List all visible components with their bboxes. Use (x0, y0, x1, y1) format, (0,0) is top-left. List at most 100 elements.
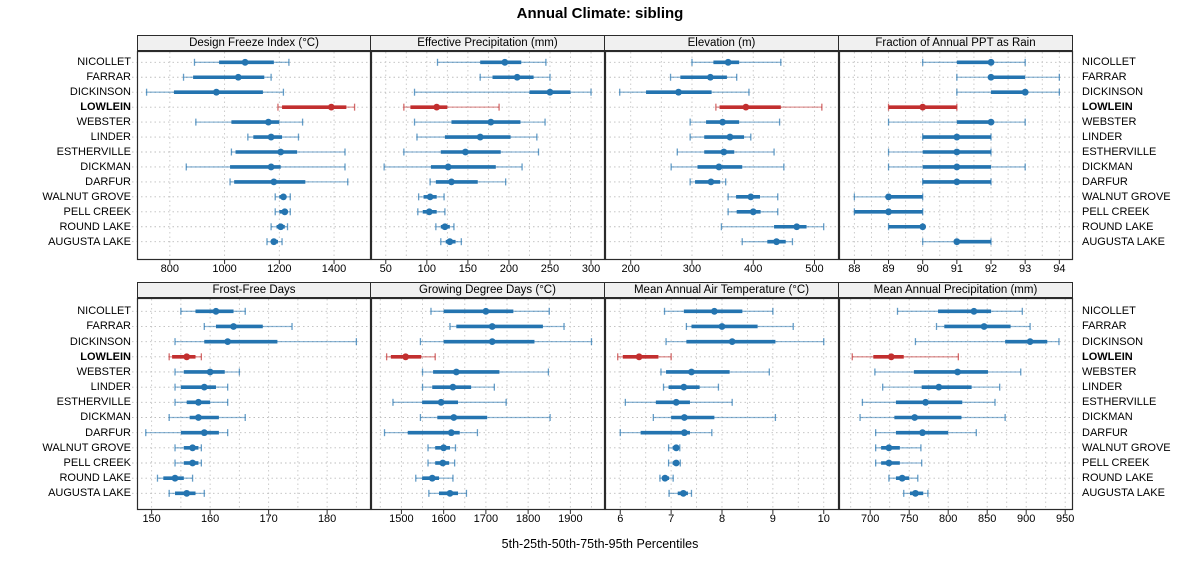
site-series-pell-creek (875, 459, 923, 467)
median-dot (270, 238, 278, 246)
site-series-nicollet (180, 307, 246, 315)
site-label-walnut-grove-left: WALNUT GROVE (42, 190, 131, 203)
axis-tick-label: 50 (379, 263, 392, 275)
median-dot (773, 238, 780, 246)
site-series-dickman (168, 413, 246, 421)
panel-title: Elevation (m) (687, 37, 756, 49)
median-dot (953, 163, 961, 171)
site-label-lowlein-right: LOWLEIN (1082, 350, 1133, 363)
site-series-lowlein (403, 103, 500, 111)
site-label-lowlein-left: LOWLEIN (80, 101, 131, 114)
median-dot (953, 148, 961, 156)
site-series-augusta-lake (668, 489, 693, 497)
median-dot (718, 323, 726, 330)
axis-tick-label: 100 (417, 263, 436, 275)
panel-frost-free-days (132, 297, 372, 514)
site-series-linder (174, 383, 229, 391)
median-dot (749, 208, 757, 216)
site-label-dickman-right: DICKMAN (1082, 160, 1133, 173)
median-dot (447, 429, 455, 437)
site-label-nicollet-left: NICOLLET (77, 305, 131, 318)
panel-growing-degree-days (370, 297, 606, 514)
median-dot (720, 148, 728, 156)
site-series-farrar (956, 73, 1060, 81)
panel-effective-precipitation (370, 50, 606, 264)
site-label-augusta-lake-right: AUGUSTA LAKE (1082, 487, 1165, 500)
site-label-round-lake-right: ROUND LAKE (1082, 472, 1154, 485)
panel-title: Design Freeze Index (°C) (189, 37, 319, 49)
site-series-dickman (670, 163, 785, 171)
axis-tick-label: 1000 (212, 263, 237, 275)
median-dot (719, 118, 727, 126)
median-dot (446, 238, 454, 246)
site-label-estherville-right: ESTHERVILLE (1082, 396, 1157, 409)
panel-title: Effective Precipitation (mm) (417, 37, 558, 49)
median-dot (898, 474, 906, 482)
median-dot (267, 163, 275, 171)
axis-tick-label: 6 (617, 513, 624, 525)
axis-tick-label: 500 (805, 263, 824, 275)
site-series-dickinson (419, 338, 593, 346)
median-dot (241, 58, 249, 66)
axis-tick-label: 1500 (389, 513, 414, 525)
median-dot (980, 323, 988, 330)
site-series-round-lake (887, 223, 927, 231)
median-dot (426, 193, 434, 201)
panel-strip-elevation: Elevation (m) (604, 35, 839, 51)
site-series-dickinson (145, 88, 285, 96)
axis-tick-label: 160 (200, 513, 220, 525)
axis-tick-label: 94 (1053, 263, 1066, 275)
panel-strip-mean-annual-precipitation: Mean Annual Precipitation (mm) (838, 282, 1073, 298)
panel-mean-annual-precipitation (838, 297, 1078, 514)
site-label-pell-creek-right: PELL CREEK (1082, 457, 1150, 469)
site-series-estherville (887, 148, 992, 156)
site-series-dickman (887, 163, 1026, 171)
axis-tick-label: 93 (1019, 263, 1032, 275)
site-series-linder (882, 383, 1001, 391)
site-label-round-lake-right: ROUND LAKE (1082, 220, 1154, 233)
site-series-augusta-lake (266, 238, 283, 246)
median-dot (935, 383, 943, 391)
site-series-linder (922, 133, 992, 141)
axis-tick-label: 89 (882, 263, 895, 275)
median-dot (402, 353, 410, 361)
median-dot (919, 429, 926, 437)
axis-tick-label: 400 (744, 263, 763, 275)
site-series-nicollet (896, 307, 1023, 315)
site-label-lowlein-left: LOWLEIN (80, 350, 131, 363)
median-dot (728, 338, 736, 346)
median-dot (987, 118, 995, 126)
median-dot (327, 103, 335, 111)
site-series-round-lake (270, 223, 289, 231)
site-label-webster-right: WEBSTER (1082, 116, 1137, 129)
axis-tick-label: 91 (950, 263, 963, 275)
site-label-farrar-right: FARRAR (1082, 320, 1127, 333)
site-label-dickinson-right: DICKINSON (1082, 335, 1144, 348)
site-series-farrar (449, 322, 565, 330)
site-series-webster (413, 118, 546, 126)
site-series-darfur (922, 178, 992, 186)
median-dot (1026, 338, 1034, 346)
median-dot (661, 474, 669, 482)
site-series-darfur (875, 429, 977, 437)
site-series-walnut-grove (853, 193, 924, 201)
site-label-pell-creek-left: PELL CREEK (63, 205, 131, 218)
panel-title: Frost-Free Days (212, 284, 296, 296)
axis-tick-label: 200 (499, 263, 519, 275)
site-label-webster-right: WEBSTER (1082, 365, 1137, 378)
median-dot (911, 414, 919, 421)
site-label-nicollet-left: NICOLLET (77, 56, 131, 69)
site-series-augusta-lake (440, 238, 462, 246)
site-series-round-lake (659, 474, 674, 482)
site-label-nicollet-right: NICOLLET (1082, 56, 1136, 69)
median-dot (450, 414, 458, 421)
site-series-round-lake (720, 223, 825, 231)
median-dot (189, 459, 196, 467)
median-dot (742, 103, 750, 111)
axis-tick-label: 8 (718, 513, 726, 525)
median-dot (501, 58, 509, 66)
site-series-estherville (861, 398, 996, 406)
median-dot (885, 444, 893, 452)
axis-tick-label: 1900 (558, 513, 583, 525)
site-series-webster (174, 368, 241, 376)
